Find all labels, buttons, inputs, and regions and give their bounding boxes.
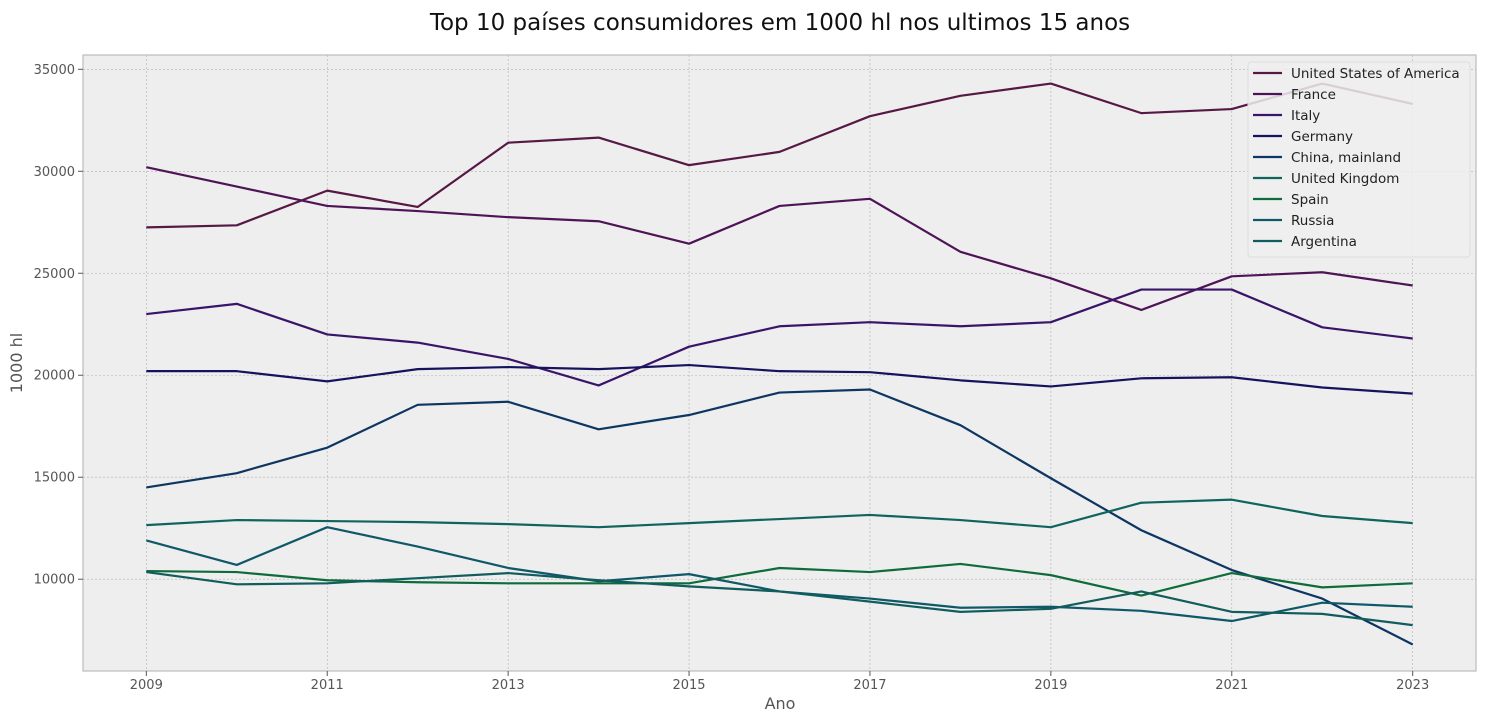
y-tick-label: 25000 (34, 267, 75, 282)
series-line-0 (146, 82, 1413, 229)
legend: United States of America France Italy Germa… (1247, 61, 1471, 258)
legend-entry: China, mainland (1291, 150, 1401, 166)
legend-entry: Germany (1291, 129, 1353, 145)
x-tick-label: 2013 (492, 678, 525, 693)
y-tick-label: 30000 (34, 165, 75, 180)
series-lines (146, 82, 1414, 646)
x-tick-label: 2009 (130, 678, 163, 693)
x-axis-ticks: 2009 2011 2013 2015 2017 2019 2021 2023 (130, 671, 1429, 693)
x-tick-label: 2011 (311, 678, 344, 693)
legend-entry: Spain (1291, 192, 1329, 208)
chart-title: Top 10 países consumidores em 1000 hl no… (429, 10, 1130, 36)
x-tick-label: 2021 (1215, 678, 1248, 693)
x-tick-label: 2017 (853, 678, 886, 693)
plot-frame (82, 54, 1477, 672)
y-tick-label: 35000 (34, 63, 75, 78)
x-tick-label: 2019 (1034, 678, 1067, 693)
series-line-8 (146, 570, 1413, 627)
legend-entry: France (1291, 87, 1336, 103)
legend-entry: United Kingdom (1291, 171, 1399, 187)
y-axis-label: 1000 hl (7, 333, 26, 393)
y-tick-label: 15000 (34, 471, 75, 486)
x-tick-label: 2023 (1396, 678, 1429, 693)
series-line-3 (146, 363, 1413, 395)
y-tick-label: 10000 (34, 573, 75, 588)
legend-entry: Italy (1291, 108, 1320, 124)
x-axis-label: Ano (765, 694, 796, 713)
legend-entry: Argentina (1291, 234, 1357, 250)
series-line-4 (146, 388, 1414, 646)
series-line-5 (146, 498, 1413, 529)
legend-entry: Russia (1291, 213, 1334, 229)
series-line-2 (146, 288, 1413, 387)
x-tick-label: 2015 (672, 678, 705, 693)
legend-box (1247, 61, 1471, 258)
gridlines (83, 55, 1476, 671)
series-line-1 (146, 166, 1413, 312)
legend-entry: United States of America (1291, 66, 1460, 82)
y-tick-label: 20000 (34, 369, 75, 384)
y-axis-ticks: 10000 15000 20000 25000 30000 35000 (34, 63, 83, 588)
